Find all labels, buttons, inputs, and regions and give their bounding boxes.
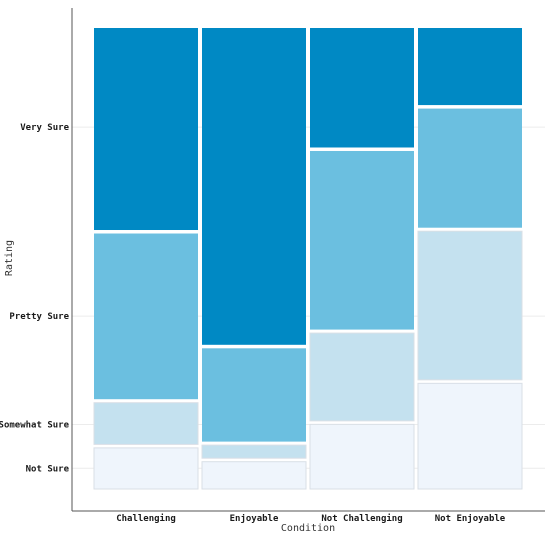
tile-not-enjoyable-not-sure [417, 382, 523, 490]
axes [71, 8, 545, 512]
tile-enjoyable-very-sure [202, 28, 306, 345]
x-tick-label: Enjoyable [230, 513, 279, 524]
mosaic-tiles [93, 28, 523, 490]
tile-challenging-not-sure [93, 447, 199, 490]
tile-not-challenging-pretty-sure [310, 150, 414, 330]
tile-challenging-somewhat-sure [93, 402, 199, 445]
tile-not-enjoyable-pretty-sure [418, 108, 522, 228]
tile-not-challenging-somewhat-sure [309, 332, 415, 422]
tile-challenging-very-sure [94, 28, 198, 231]
y-tick-label: Pretty Sure [9, 312, 69, 322]
tile-not-challenging-not-sure [309, 423, 415, 490]
tile-enjoyable-pretty-sure [202, 348, 306, 442]
x-tick-label: Challenging [116, 513, 176, 524]
x-tick-label: Not Challenging [321, 513, 402, 524]
tile-not-enjoyable-somewhat-sure [417, 230, 523, 381]
x-tick-label: Not Enjoyable [435, 513, 506, 524]
y-tick-label: Very Sure [20, 123, 69, 133]
tile-not-enjoyable-very-sure [418, 28, 522, 106]
tile-challenging-pretty-sure [94, 233, 198, 400]
tile-enjoyable-not-sure [201, 461, 307, 490]
tile-enjoyable-somewhat-sure [201, 444, 307, 459]
tile-not-challenging-very-sure [310, 28, 414, 148]
x-axis-title: Condition [281, 523, 335, 534]
y-tick-label: Somewhat Sure [0, 420, 70, 430]
y-axis-title: Rating [4, 240, 15, 276]
x-tick-labels: Challenging Enjoyable Not Challenging Not E… [116, 513, 506, 524]
y-tick-label: Not Sure [26, 464, 70, 474]
y-tick-labels: Very Sure Pretty Sure Somewhat Sure Not Sur… [0, 123, 70, 474]
